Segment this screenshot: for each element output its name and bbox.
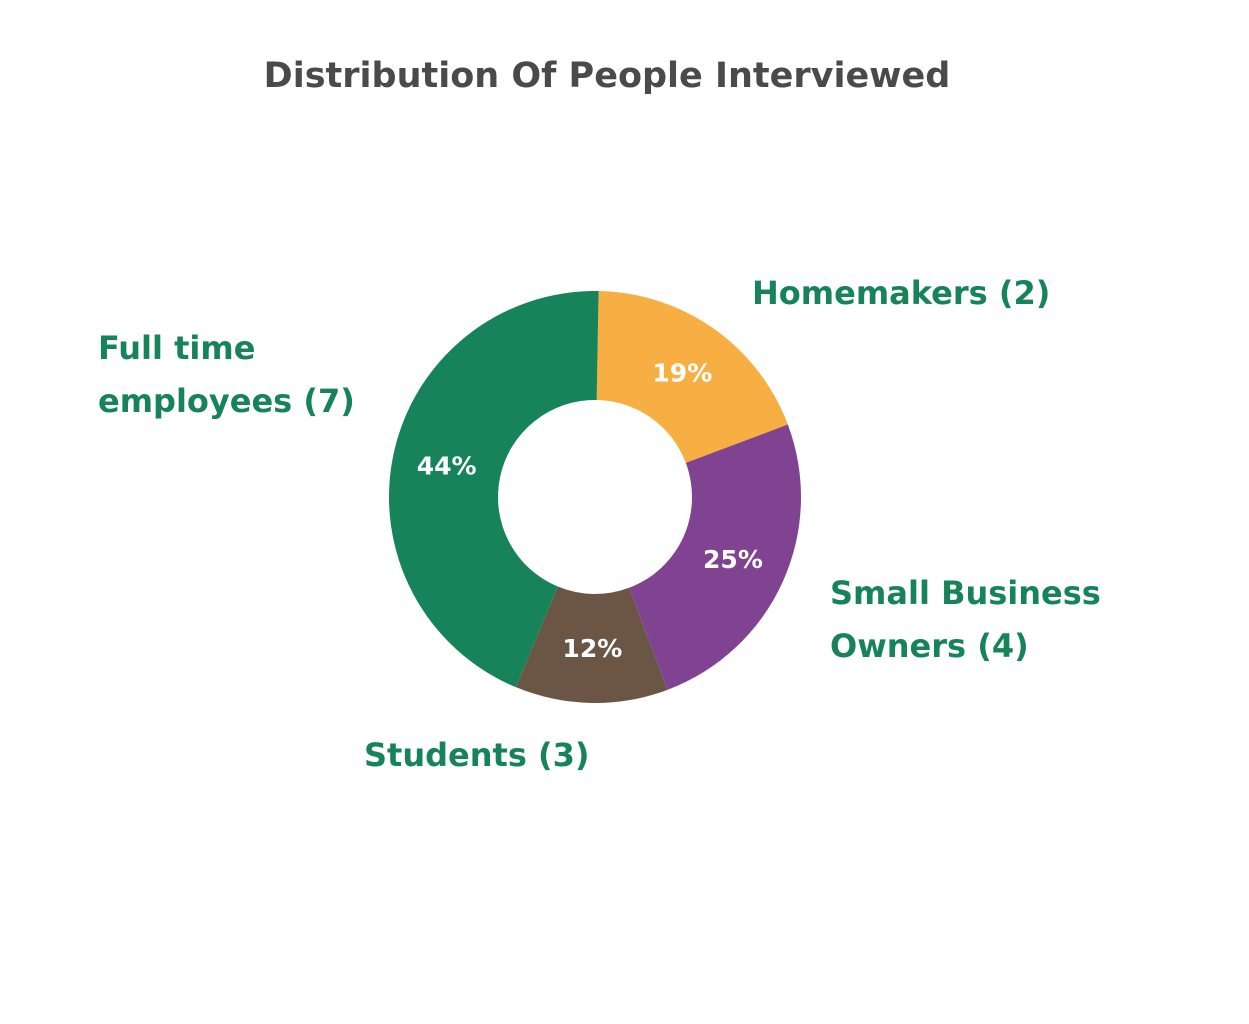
pct-label-full-time-employees: 44%: [417, 452, 477, 481]
pct-label-small-business-owners: 25%: [703, 545, 763, 574]
label-homemakers: Homemakers (2): [752, 267, 1050, 320]
pct-label-homemakers: 19%: [652, 359, 712, 388]
label-full-time-employees: Full time employees (7): [98, 322, 355, 428]
label-full-time-employees-line-1: Full time: [98, 322, 355, 375]
pct-label-students: 12%: [562, 634, 622, 663]
label-small-business-owners: Small Business Owners (4): [830, 567, 1101, 673]
label-homemakers-line-1: Homemakers (2): [752, 267, 1050, 320]
label-students-line-1: Students (3): [364, 729, 590, 782]
label-small-business-owners-line-2: Owners (4): [830, 620, 1101, 673]
label-full-time-employees-line-2: employees (7): [98, 375, 355, 428]
label-students: Students (3): [364, 729, 590, 782]
label-small-business-owners-line-1: Small Business: [830, 567, 1101, 620]
chart-title: Distribution Of People Interviewed: [0, 56, 1214, 96]
